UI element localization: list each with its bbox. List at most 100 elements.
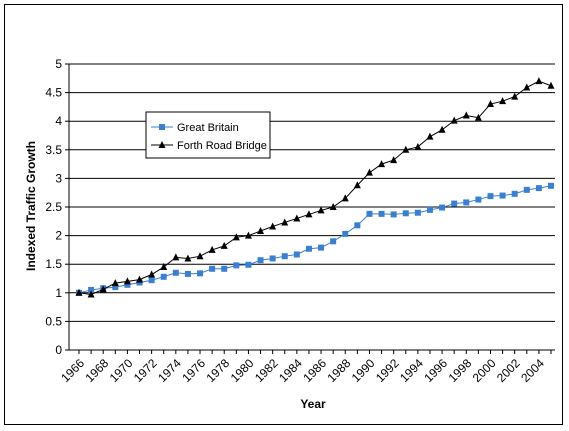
y-tick-label: 1.5 [45, 257, 62, 271]
data-point-forth-road-bridge [123, 277, 131, 285]
y-tick-label: 2.5 [45, 200, 62, 214]
y-tick-label: 4.5 [45, 86, 62, 100]
data-point-forth-road-bridge [438, 125, 446, 133]
x-tick-label: 1972 [131, 356, 160, 385]
data-point-great-britain [209, 265, 216, 272]
data-point-forth-road-bridge [99, 285, 107, 293]
y-tick-label: 3.5 [45, 143, 62, 157]
y-tick-label: 1 [55, 286, 62, 300]
y-tick-label: 4 [55, 114, 62, 128]
chart-frame [4, 4, 563, 425]
legend-marker-forth-road-bridge [158, 141, 166, 148]
data-point-great-britain [439, 204, 446, 211]
data-point-forth-road-bridge [232, 233, 240, 241]
data-point-forth-road-bridge [353, 181, 361, 189]
data-point-forth-road-bridge [136, 275, 144, 283]
data-point-great-britain [523, 186, 530, 193]
data-point-forth-road-bridge [281, 218, 289, 226]
legend: Great Britain Forth Road Bridge [145, 111, 271, 159]
data-point-forth-road-bridge [208, 245, 216, 253]
y-tick-labels: 0 0.5 1 1.5 2 2.5 3 3.5 4 4.5 5 [45, 57, 69, 357]
data-point-great-britain [402, 210, 409, 217]
data-point-great-britain [342, 230, 349, 237]
data-point-great-britain [233, 262, 240, 269]
data-point-forth-road-bridge [523, 83, 531, 91]
data-point-great-britain [548, 182, 554, 189]
data-point-great-britain [257, 257, 264, 264]
x-tick-label: 1986 [300, 356, 329, 385]
data-point-great-britain [451, 200, 458, 207]
x-tick-label: 1970 [107, 356, 136, 385]
x-tick-label: 1982 [252, 356, 281, 385]
data-point-great-britain [245, 261, 252, 268]
data-point-forth-road-bridge [535, 77, 543, 85]
x-tick-label: 2002 [494, 356, 523, 385]
x-tick-label: 1988 [325, 356, 354, 385]
x-tick-labels: 1966196819701972197419761978198019821984… [58, 350, 552, 385]
data-point-forth-road-bridge [450, 116, 458, 124]
data-point-forth-road-bridge [547, 81, 555, 89]
data-point-forth-road-bridge [75, 288, 83, 296]
data-point-forth-road-bridge [462, 111, 470, 119]
x-tick-label: 2000 [470, 356, 499, 385]
x-tick-label: 2004 [518, 356, 547, 385]
data-point-forth-road-bridge [499, 97, 507, 105]
x-tick-label: 1980 [228, 356, 257, 385]
x-tick-label: 1998 [446, 356, 475, 385]
data-point-great-britain [499, 192, 506, 199]
data-point-forth-road-bridge [414, 142, 422, 150]
x-axis-title: Year [300, 397, 326, 411]
data-point-forth-road-bridge [148, 270, 156, 278]
data-point-great-britain [535, 185, 542, 192]
x-tick-label: 1992 [373, 356, 402, 385]
data-point-great-britain [281, 253, 288, 260]
x-tick-label: 1976 [179, 356, 208, 385]
data-point-great-britain [293, 251, 300, 258]
data-point-forth-road-bridge [220, 241, 228, 249]
legend-label-forth-road-bridge: Forth Road Bridge [177, 140, 267, 152]
x-tick-label: 1966 [58, 356, 87, 385]
data-point-forth-road-bridge [293, 214, 301, 222]
data-point-forth-road-bridge [329, 203, 337, 210]
legend-box [145, 111, 271, 159]
data-point-great-britain [112, 284, 119, 291]
data-point-forth-road-bridge [305, 210, 313, 218]
data-point-forth-road-bridge [474, 113, 482, 121]
data-point-forth-road-bridge [390, 156, 398, 164]
y-axis-title: Indexed Traffic Growth [24, 141, 38, 271]
data-point-forth-road-bridge [378, 160, 386, 168]
data-point-forth-road-bridge [87, 290, 95, 298]
data-point-forth-road-bridge [317, 206, 325, 214]
series-line-forth-road-bridge [78, 80, 552, 296]
data-point-great-britain [354, 222, 361, 229]
data-point-great-britain [487, 193, 494, 200]
data-point-great-britain [148, 277, 155, 284]
data-point-forth-road-bridge [486, 100, 494, 108]
x-tick-label: 1994 [397, 356, 426, 385]
data-point-great-britain [318, 244, 325, 251]
data-point-great-britain [305, 245, 312, 252]
data-point-forth-road-bridge [511, 92, 519, 100]
series-layer [75, 77, 555, 298]
data-point-great-britain [160, 273, 167, 280]
x-tick-label: 1968 [82, 356, 111, 385]
data-point-forth-road-bridge [160, 263, 168, 271]
x-tick-label: 1990 [349, 356, 378, 385]
data-point-great-britain [330, 238, 337, 245]
legend-label-great-britain: Great Britain [177, 122, 239, 134]
grid-lines [69, 63, 555, 322]
data-point-great-britain [414, 209, 421, 216]
data-point-great-britain [366, 210, 373, 217]
series-line-great-britain [78, 185, 552, 294]
y-tick-label: 3 [55, 171, 62, 185]
data-point-forth-road-bridge [257, 227, 265, 235]
data-point-great-britain [124, 281, 131, 288]
y-tick-label: 0.5 [45, 314, 62, 328]
x-tick-label: 1996 [421, 356, 450, 385]
data-point-forth-road-bridge [402, 145, 410, 153]
x-tick-label: 1978 [204, 356, 233, 385]
data-point-forth-road-bridge [244, 231, 252, 239]
data-point-great-britain [88, 286, 95, 293]
data-point-great-britain [390, 211, 397, 218]
